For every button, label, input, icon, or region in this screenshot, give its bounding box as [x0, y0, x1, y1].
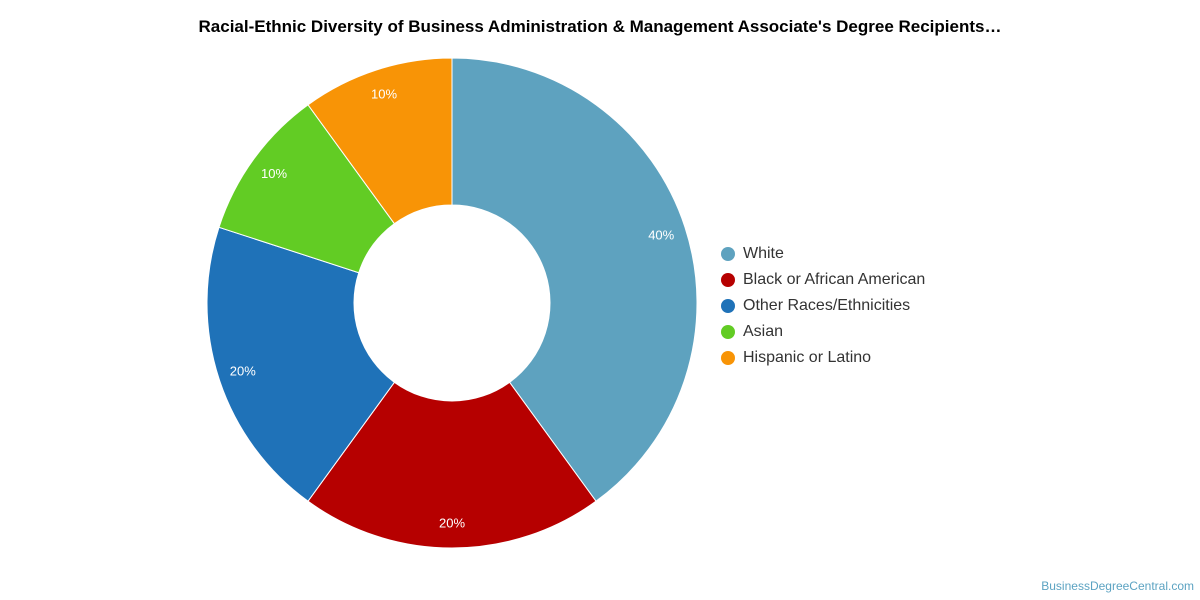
slice-other-races-ethnicities[interactable]: [206, 226, 396, 502]
slice-label-asian: 10%: [261, 166, 287, 181]
legend-label: Other Races/Ethnicities: [743, 297, 911, 314]
slice-label-other-races-ethnicities: 20%: [230, 363, 256, 378]
legend-item-other-races-ethnicities[interactable]: Other Races/Ethnicities: [721, 293, 981, 319]
slice-label-white: 40%: [648, 228, 674, 243]
slice-label-hispanic-or-latino: 10%: [371, 86, 397, 101]
chart-title: Racial-Ethnic Diversity of Business Admi…: [198, 17, 1002, 36]
slice-labels: 40% 20% 20% 10% 10%: [230, 86, 675, 530]
legend-item-asian[interactable]: Asian: [721, 319, 981, 345]
legend-item-hispanic-or-latino[interactable]: Hispanic or Latino: [721, 345, 981, 371]
legend-swatch: [721, 247, 735, 261]
legend-swatch: [721, 351, 735, 365]
legend-item-white[interactable]: White: [721, 241, 981, 267]
slice-hispanic-or-latino[interactable]: [307, 57, 453, 225]
source-credit[interactable]: BusinessDegreeCentral.com: [1041, 579, 1194, 593]
slice-label-black-or-african-american: 20%: [439, 516, 465, 531]
legend-label: White: [743, 245, 784, 262]
legend-label: Hispanic or Latino: [743, 349, 872, 366]
legend-label: Asian: [743, 323, 784, 340]
legend-swatch: [721, 273, 735, 287]
donut-slices: [206, 57, 698, 549]
slice-black-or-african-american[interactable]: [307, 381, 597, 549]
chart-legend: White Black or African American Other Race…: [721, 241, 981, 371]
legend-label: Black or African American: [743, 271, 926, 288]
legend-swatch: [721, 325, 735, 339]
slice-white[interactable]: [451, 57, 698, 502]
legend-swatch: [721, 299, 735, 313]
legend-item-black-or-african-american[interactable]: Black or African American: [721, 267, 981, 293]
